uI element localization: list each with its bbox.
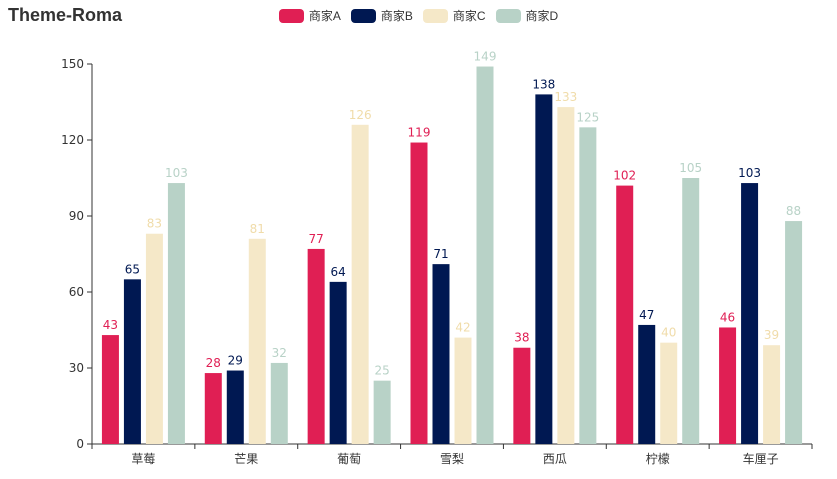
bar bbox=[557, 107, 575, 445]
bar bbox=[535, 94, 553, 445]
y-tick-label: 120 bbox=[61, 133, 84, 147]
bar bbox=[123, 279, 141, 444]
data-label: 102 bbox=[613, 169, 636, 183]
y-tick-label: 30 bbox=[69, 361, 84, 375]
data-label: 105 bbox=[679, 161, 702, 175]
bar bbox=[145, 233, 163, 444]
legend-label: 商家A bbox=[308, 9, 341, 23]
data-label: 77 bbox=[309, 232, 324, 246]
bar bbox=[616, 185, 634, 444]
data-label: 71 bbox=[433, 247, 448, 261]
bar bbox=[660, 342, 678, 444]
bar bbox=[741, 183, 759, 445]
bar bbox=[351, 124, 369, 445]
y-tick-label: 90 bbox=[69, 209, 84, 223]
bar bbox=[454, 337, 472, 444]
bar bbox=[719, 327, 737, 444]
data-label: 119 bbox=[408, 126, 431, 140]
data-label: 83 bbox=[147, 217, 162, 231]
x-tick-label: 芒果 bbox=[234, 451, 258, 466]
data-label: 103 bbox=[738, 166, 761, 180]
data-label: 103 bbox=[165, 166, 188, 180]
bar bbox=[373, 380, 391, 444]
bar bbox=[270, 362, 288, 444]
data-label: 43 bbox=[103, 318, 118, 332]
bar bbox=[248, 238, 266, 444]
bar bbox=[410, 142, 428, 445]
data-label: 38 bbox=[514, 331, 529, 345]
bar bbox=[579, 127, 597, 444]
legend-label: 商家C bbox=[452, 9, 486, 23]
x-tick-label: 西瓜 bbox=[543, 452, 567, 466]
bar bbox=[763, 345, 781, 444]
chart-title: Theme-Roma bbox=[8, 5, 123, 25]
bar bbox=[329, 281, 347, 444]
legend-swatch bbox=[278, 8, 304, 23]
bar bbox=[226, 370, 244, 444]
data-label: 133 bbox=[554, 90, 577, 104]
x-tick-label: 车厘子 bbox=[743, 451, 779, 466]
y-tick-label: 0 bbox=[76, 437, 84, 451]
data-label: 28 bbox=[206, 356, 221, 370]
data-label: 64 bbox=[331, 265, 346, 279]
data-label: 39 bbox=[764, 328, 779, 342]
data-label: 47 bbox=[639, 308, 654, 322]
legend: 商家A 商家B 商家C 商家D bbox=[0, 7, 837, 24]
bar bbox=[204, 373, 222, 444]
legend-item[interactable]: 商家D bbox=[495, 7, 559, 24]
data-label: 138 bbox=[532, 77, 555, 91]
data-label: 32 bbox=[272, 346, 287, 360]
data-label: 40 bbox=[661, 326, 676, 340]
legend-item[interactable]: 商家C bbox=[422, 7, 486, 24]
bar bbox=[167, 183, 185, 445]
data-label: 81 bbox=[250, 222, 265, 236]
y-tick-label: 150 bbox=[61, 57, 84, 71]
data-label: 29 bbox=[228, 354, 243, 368]
legend-item[interactable]: 商家B bbox=[350, 7, 413, 24]
bar bbox=[476, 66, 494, 445]
legend-swatch bbox=[350, 8, 376, 23]
x-tick-label: 草莓 bbox=[131, 452, 155, 466]
bar bbox=[682, 178, 700, 444]
data-label: 125 bbox=[576, 110, 599, 124]
data-label: 65 bbox=[125, 262, 140, 276]
x-tick-label: 葡萄 bbox=[337, 452, 361, 466]
legend-swatch bbox=[495, 8, 521, 23]
data-label: 149 bbox=[474, 50, 497, 64]
legend-label: 商家D bbox=[525, 9, 559, 23]
bar bbox=[101, 335, 119, 444]
x-tick-label: 柠檬 bbox=[646, 451, 670, 466]
bar bbox=[432, 264, 450, 444]
legend-swatch bbox=[422, 8, 448, 23]
bar bbox=[513, 347, 531, 444]
bar bbox=[638, 324, 656, 444]
data-label: 126 bbox=[349, 108, 372, 122]
y-tick-label: 60 bbox=[69, 285, 84, 299]
data-label: 25 bbox=[375, 364, 390, 378]
data-label: 42 bbox=[455, 321, 470, 335]
bar bbox=[785, 221, 803, 444]
data-label: 88 bbox=[786, 204, 801, 218]
bar bbox=[307, 248, 325, 444]
legend-item[interactable]: 商家A bbox=[278, 7, 341, 24]
x-tick-label: 雪梨 bbox=[440, 452, 464, 466]
legend-label: 商家B bbox=[380, 9, 413, 23]
data-label: 46 bbox=[720, 310, 735, 324]
